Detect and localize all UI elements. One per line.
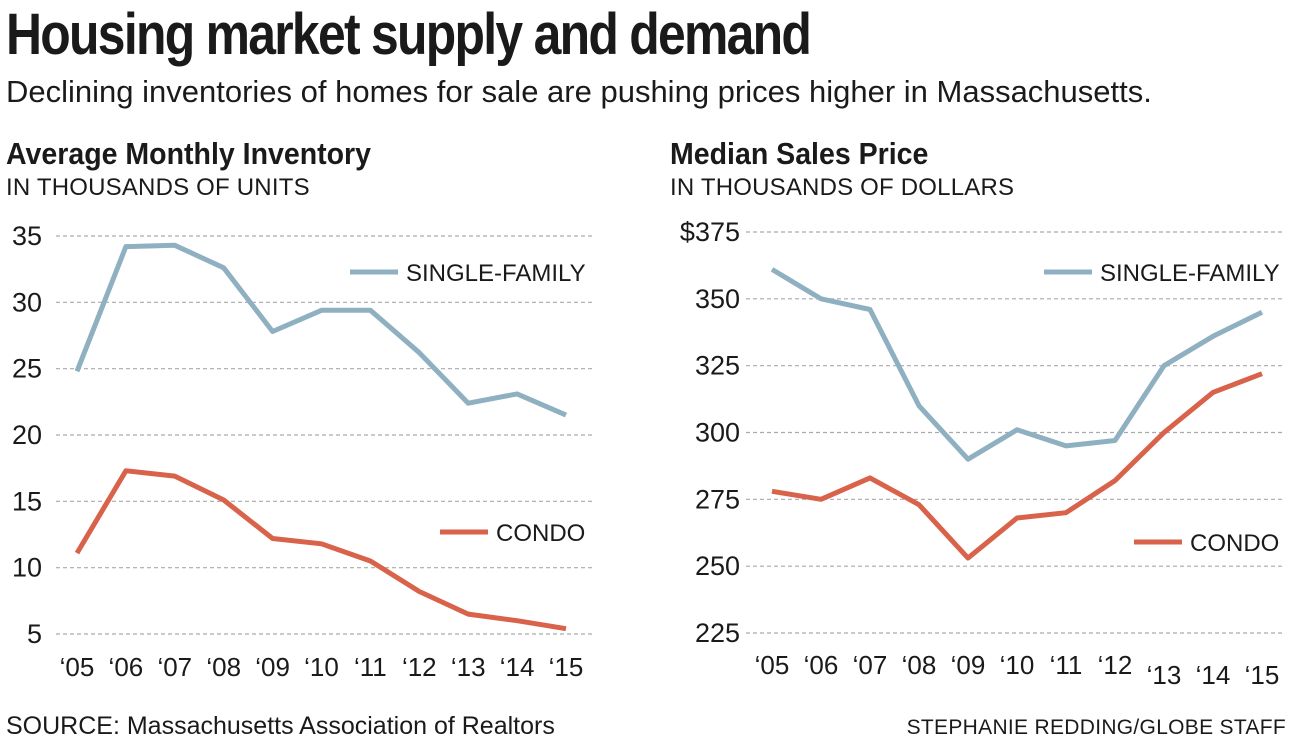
chart-title-inventory: Average Monthly Inventory [6, 136, 372, 171]
condo-line [74, 468, 567, 632]
condo-legend-label: CONDO [1190, 530, 1279, 557]
y-tick-label: $375 [680, 217, 740, 247]
credit-note: STEPHANIE REDDING/GLOBE STAFF [906, 716, 1286, 739]
x-tick-label: ‘05 [60, 652, 95, 682]
chart-subtitle-price: IN THOUSANDS OF DOLLARS [670, 174, 1015, 201]
y-tick-label: 250 [695, 551, 740, 581]
single-family-legend-label: SINGLE-FAMILY [1100, 260, 1280, 287]
y-tick-label: 35 [12, 221, 42, 251]
source-note: SOURCE: Massachusetts Association of Rea… [6, 712, 555, 740]
y-tick-label: 275 [695, 484, 740, 514]
x-tick-label: ‘05 [755, 650, 790, 680]
x-tick-label: ‘07 [853, 650, 888, 680]
x-tick-label: ‘09 [255, 652, 290, 682]
chart-subtitle-inventory: IN THOUSANDS OF UNITS [6, 174, 310, 201]
inventory-chart: 35 30 25 20 15 10 5 ‘05 ‘06 ‘07 ‘08 ‘09 ‘10 ‘11 ‘12 ‘13… [12, 221, 595, 682]
y-tick-label: 5 [27, 619, 42, 649]
x-tick-label: ‘11 [1050, 650, 1083, 680]
condo-line [771, 371, 1263, 561]
single-family-line [74, 242, 567, 418]
x-tick-label: ‘11 [354, 652, 387, 682]
x-tick-label: ‘14 [500, 652, 535, 682]
y-tick-label: 300 [695, 418, 740, 448]
chart-title-price: Median Sales Price [670, 136, 929, 171]
x-tick-label: ‘13 [451, 652, 486, 682]
x-tick-label: ‘10 [304, 652, 339, 682]
x-tick-label: ‘09 [951, 650, 986, 680]
page-subtitle: Declining inventories of homes for sale … [6, 74, 1152, 109]
x-tick-label: ‘15 [1245, 660, 1280, 690]
x-tick-label: ‘07 [157, 652, 192, 682]
single-family-line [770, 267, 1264, 462]
y-tick-label: 25 [12, 354, 42, 384]
x-tick-label: ‘08 [902, 650, 937, 680]
x-tick-label: ‘10 [1000, 650, 1035, 680]
x-tick-label: ‘08 [206, 652, 241, 682]
x-tick-label: ‘06 [109, 652, 144, 682]
y-tick-label: 30 [12, 287, 42, 317]
y-tick-label: 10 [12, 553, 42, 583]
y-tick-label: 15 [12, 486, 42, 516]
y-tick-label: 20 [12, 420, 42, 450]
y-tick-label: 225 [695, 618, 740, 648]
condo-legend-label: CONDO [496, 520, 585, 547]
y-tick-label: 325 [695, 351, 740, 381]
x-tick-label: ‘12 [1098, 650, 1133, 680]
x-tick-label: ‘14 [1196, 660, 1231, 690]
x-tick-label: ‘06 [804, 650, 839, 680]
single-family-legend-label: SINGLE-FAMILY [406, 260, 586, 287]
x-tick-label: ‘13 [1147, 660, 1182, 690]
x-tick-label: ‘15 [549, 652, 584, 682]
y-tick-label: 350 [695, 284, 740, 314]
x-tick-label: ‘12 [402, 652, 437, 682]
page-title: Housing market supply and demand [6, 2, 812, 67]
